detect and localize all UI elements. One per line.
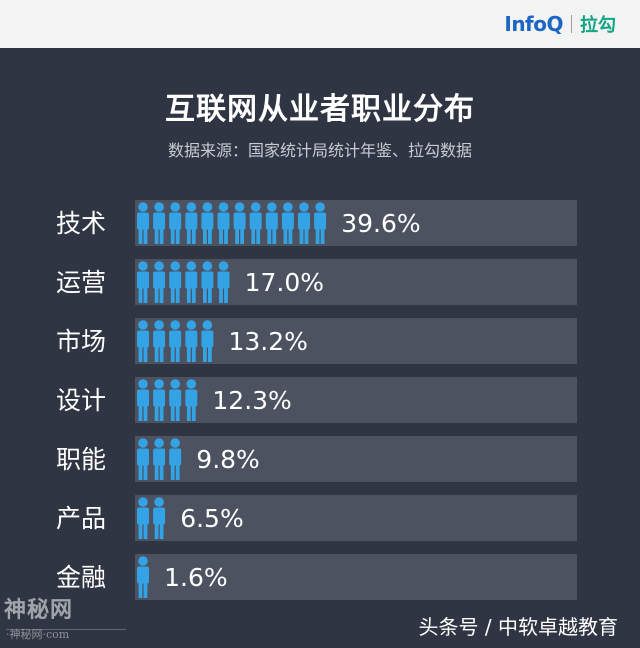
category-label: 市场 xyxy=(56,327,106,356)
person-icon xyxy=(137,379,149,421)
person-icon xyxy=(137,556,149,598)
person-icon-row xyxy=(137,202,327,244)
brand-divider xyxy=(571,15,572,33)
watermark: 神秘网 xyxy=(4,597,74,623)
value-label: 17.0% xyxy=(245,268,324,297)
person-icon xyxy=(298,202,310,244)
person-icon xyxy=(169,438,182,480)
person-icon xyxy=(153,261,166,303)
person-icon xyxy=(169,202,182,244)
person-icon xyxy=(169,261,182,303)
bar-track xyxy=(135,318,577,364)
infoq-logo: InfoQ xyxy=(504,12,563,36)
watermark-underline xyxy=(6,629,126,630)
category-label: 设计 xyxy=(56,386,106,415)
top-bar: InfoQ 拉勾 xyxy=(0,0,640,48)
person-icon xyxy=(249,202,262,244)
person-icon-row xyxy=(137,497,166,539)
person-icon xyxy=(169,379,182,421)
value-label: 39.6% xyxy=(341,209,420,238)
person-icon xyxy=(201,261,214,303)
person-icon xyxy=(153,379,166,421)
category-label: 金融 xyxy=(56,563,106,592)
category-label: 技术 xyxy=(56,209,106,238)
person-icon xyxy=(185,379,198,421)
value-label: 12.3% xyxy=(212,386,291,415)
person-icon-row xyxy=(137,261,230,303)
watermark-sub: ·神秘网·com xyxy=(6,628,70,641)
person-icon-row xyxy=(137,438,182,480)
person-icon xyxy=(185,202,198,244)
person-icon-row xyxy=(137,379,198,421)
person-icon xyxy=(137,261,149,303)
person-icon xyxy=(137,320,149,362)
lagou-logo: 拉勾 xyxy=(580,15,616,36)
person-icon xyxy=(169,320,182,362)
person-icon xyxy=(153,438,166,480)
value-label: 1.6% xyxy=(164,563,228,592)
chart-subtitle: 数据来源：国家统计局统计年鉴、拉勾数据 xyxy=(167,141,472,160)
person-icon xyxy=(185,320,198,362)
bar-track xyxy=(135,436,577,482)
bar-track xyxy=(135,495,577,541)
person-icon xyxy=(153,320,166,362)
value-label: 13.2% xyxy=(229,327,308,356)
person-icon xyxy=(265,202,278,244)
bar-track xyxy=(135,377,577,423)
person-icon xyxy=(137,438,149,480)
person-icon xyxy=(233,202,246,244)
person-icon-row xyxy=(137,320,214,362)
category-label: 产品 xyxy=(56,504,106,533)
person-icon xyxy=(281,202,294,244)
category-label: 职能 xyxy=(56,445,106,474)
chart-title: 互联网从业者职业分布 xyxy=(165,92,475,127)
person-icon xyxy=(153,497,166,539)
category-label: 运营 xyxy=(56,268,106,297)
person-icon xyxy=(201,320,214,362)
person-icon xyxy=(201,202,214,244)
person-icon xyxy=(137,497,149,539)
value-label: 6.5% xyxy=(180,504,244,533)
person-icon xyxy=(137,202,149,244)
source-credit: 头条号 / 中软卓越教育 xyxy=(418,615,618,639)
person-icon xyxy=(217,261,230,303)
bar-track xyxy=(135,554,577,600)
bar-track xyxy=(135,259,577,305)
person-icon xyxy=(153,202,166,244)
brand-logos: InfoQ 拉勾 xyxy=(504,12,616,36)
person-icon-row xyxy=(137,556,149,598)
person-icon xyxy=(185,261,198,303)
person-icon xyxy=(217,202,230,244)
value-label: 9.8% xyxy=(196,445,260,474)
person-icon xyxy=(314,202,327,244)
